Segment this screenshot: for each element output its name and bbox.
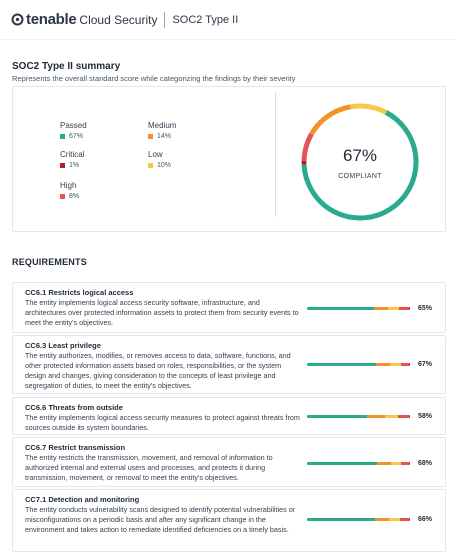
legend-swatch bbox=[60, 134, 65, 139]
summary-description: Represents the overall standard score wh… bbox=[12, 74, 296, 83]
severity-segment-low bbox=[388, 307, 399, 310]
legend-value: 10% bbox=[157, 162, 172, 169]
page-title: SOC2 Type II bbox=[172, 13, 239, 26]
severity-segment-low bbox=[385, 415, 398, 418]
severity-segment-passed bbox=[307, 415, 367, 418]
severity-segment-passed bbox=[307, 363, 376, 366]
compliance-score-caption: COMPLIANT bbox=[338, 173, 382, 180]
requirement-title: CC6.1 Restricts logical access bbox=[25, 288, 134, 297]
legend-value-row: 1% bbox=[60, 162, 84, 169]
severity-segment-critical bbox=[408, 307, 410, 310]
requirement-card[interactable]: CC6.7 Restrict transmission The entity r… bbox=[12, 437, 446, 487]
legend-value-row: 67% bbox=[60, 133, 87, 140]
requirement-percent: 68% bbox=[418, 460, 433, 467]
requirements-heading: REQUIREMENTS bbox=[12, 257, 87, 267]
requirement-card[interactable]: CC6.3 Least privilege The entity authori… bbox=[12, 335, 446, 394]
summary-title: SOC2 Type II summary bbox=[12, 61, 121, 72]
requirement-title: CC6.6 Threats from outside bbox=[25, 403, 123, 412]
severity-segment-passed bbox=[307, 462, 378, 465]
legend-value: 8% bbox=[69, 193, 80, 200]
severity-segment-medium bbox=[377, 462, 392, 465]
legend-swatch bbox=[60, 163, 65, 168]
severity-segment-medium bbox=[366, 415, 386, 418]
severity-segment-low bbox=[391, 462, 401, 465]
top-header: tenable Cloud Security SOC2 Type II bbox=[0, 0, 456, 40]
requirement-description: The entity authorizes, modifies, or remo… bbox=[25, 351, 291, 390]
legend-label: High bbox=[60, 181, 77, 190]
requirement-card[interactable]: CC7.1 Detection and monitoring The entit… bbox=[12, 489, 446, 552]
requirement-percent: 58% bbox=[418, 413, 433, 420]
requirement-percent: 65% bbox=[418, 305, 433, 312]
legend-label: Medium bbox=[148, 121, 177, 130]
requirement-severity-bar bbox=[307, 363, 410, 366]
severity-segment-critical bbox=[408, 363, 410, 366]
legend-critical: Critical 1% bbox=[60, 150, 84, 169]
severity-segment-high bbox=[398, 307, 409, 310]
legend-value: 14% bbox=[157, 133, 172, 140]
severity-segment-medium bbox=[373, 307, 389, 310]
donut-segment-passed bbox=[301, 110, 419, 221]
compliance-donut-chart bbox=[301, 103, 419, 221]
legend-label: Low bbox=[148, 150, 163, 159]
donut-segment-high bbox=[301, 132, 314, 162]
legend-label: Critical bbox=[60, 150, 85, 159]
requirement-title: CC6.3 Least privilege bbox=[25, 341, 101, 350]
severity-segment-critical bbox=[408, 415, 410, 418]
requirement-severity-bar bbox=[307, 462, 410, 465]
requirement-percent: 67% bbox=[418, 361, 433, 368]
legend-value: 67% bbox=[69, 133, 84, 140]
severity-segment-medium bbox=[374, 518, 390, 521]
requirement-description: The entity implements logical access sec… bbox=[25, 298, 299, 327]
donut-segment-low bbox=[350, 103, 387, 114]
severity-segment-high bbox=[399, 518, 409, 521]
legend-swatch bbox=[148, 134, 153, 139]
legend-low: Low 10% bbox=[148, 150, 171, 169]
donut-segment-medium bbox=[310, 104, 353, 135]
requirement-percent: 66% bbox=[418, 516, 433, 523]
brand-product: Cloud Security bbox=[79, 13, 158, 27]
legend-value-row: 14% bbox=[148, 133, 176, 140]
legend-label: Passed bbox=[60, 121, 87, 130]
header-divider bbox=[164, 11, 166, 28]
requirement-card[interactable]: CC6.1 Restricts logical access The entit… bbox=[12, 282, 446, 333]
severity-segment-high bbox=[400, 462, 409, 465]
compliance-score-value: 67% bbox=[342, 146, 378, 165]
severity-segment-medium bbox=[376, 363, 391, 366]
severity-segment-critical bbox=[408, 462, 410, 465]
severity-segment-low bbox=[390, 363, 401, 366]
legend-value-row: 8% bbox=[60, 193, 79, 200]
requirement-severity-bar bbox=[307, 415, 410, 418]
requirement-description: The entity conducts vulnerability scans … bbox=[25, 505, 296, 534]
legend-swatch bbox=[148, 163, 153, 168]
severity-segment-high bbox=[397, 415, 409, 418]
severity-segment-passed bbox=[307, 307, 374, 310]
requirement-severity-bar bbox=[307, 518, 410, 521]
tenable-logo-icon bbox=[11, 13, 24, 26]
tenable-logo[interactable]: tenable Cloud Security bbox=[11, 11, 157, 28]
requirement-card[interactable]: CC6.6 Threats from outside The entity im… bbox=[12, 397, 446, 435]
requirement-description: The entity implements logical access sec… bbox=[25, 413, 300, 432]
requirement-title: CC7.1 Detection and monitoring bbox=[25, 495, 140, 504]
summary-card-divider bbox=[275, 92, 276, 217]
legend-swatch bbox=[60, 194, 65, 199]
legend-medium: Medium 14% bbox=[148, 121, 176, 140]
severity-segment-critical bbox=[408, 518, 410, 521]
brand-word: tenable bbox=[26, 11, 77, 28]
severity-segment-low bbox=[389, 518, 400, 521]
legend-passed: Passed 67% bbox=[60, 121, 87, 140]
requirement-severity-bar bbox=[307, 307, 410, 310]
requirement-title: CC6.7 Restrict transmission bbox=[25, 443, 126, 452]
legend-value-row: 10% bbox=[148, 162, 171, 169]
severity-segment-high bbox=[400, 363, 409, 366]
requirement-description: The entity restricts the transmission, m… bbox=[25, 453, 273, 482]
legend-high: High 8% bbox=[60, 181, 79, 200]
legend-value: 1% bbox=[69, 162, 80, 169]
severity-segment-passed bbox=[307, 518, 375, 521]
summary-card bbox=[12, 86, 446, 232]
